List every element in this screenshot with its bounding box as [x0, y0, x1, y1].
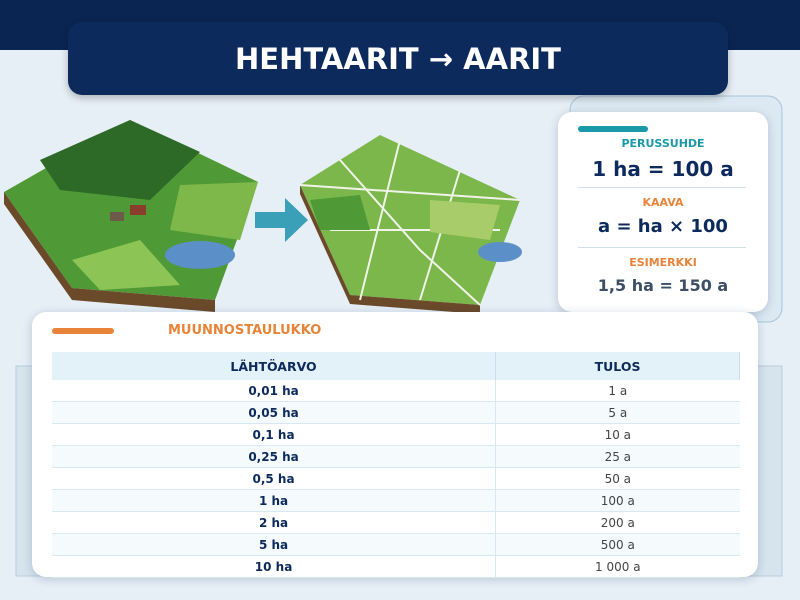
table-cell: 2 ha — [52, 511, 497, 534]
table-cell: 0,1 ha — [52, 423, 497, 446]
table-row: 0,05 ha 5 a — [52, 401, 740, 424]
table-cell: 5 ha — [52, 533, 497, 556]
info-label: KAAVA — [642, 196, 684, 209]
accent-bar — [52, 328, 114, 334]
conversion-table: LÄHTÖARVO TULOS 0,01 ha 1 a 0,05 ha 5 a 0,1 ha… — [52, 352, 740, 578]
table-cell: 5 a — [495, 401, 740, 424]
info-label: PERUSSUHDE — [621, 137, 705, 150]
table-title: MUUNNOSTAULUKKO — [168, 323, 322, 338]
table-cell: 0,05 ha — [52, 401, 497, 424]
title: HEHTAARIT → AARIT — [68, 22, 728, 95]
table-cell: 25 a — [495, 445, 740, 468]
table-card: MUUNNOSTAULUKKO LÄHTÖARVO TULOS 0,01 ha 1 a… — [32, 312, 758, 578]
table-cell: 10 a — [495, 423, 740, 446]
info-value: a = ha × 100 — [598, 216, 728, 237]
table-cell: 10 ha — [52, 555, 497, 578]
table-cell: 0,25 ha — [52, 445, 497, 468]
table-row: 0,01 ha 1 a — [52, 380, 740, 402]
table-row: 0,5 ha 50 a — [52, 467, 740, 490]
table-row: 2 ha 200 a — [52, 511, 740, 534]
table-cell: 200 a — [495, 511, 740, 534]
info-label: ESIMERKKI — [629, 256, 697, 269]
column-header: TULOS — [495, 352, 740, 380]
table-cell: 0,01 ha — [52, 380, 497, 402]
table-cell: 1 ha — [52, 489, 497, 512]
info-value: 1,5 ha = 150 a — [597, 276, 729, 295]
info-card: PERUSSUHDE 1 ha = 100 a KAAVA a = ha × 1… — [558, 112, 768, 312]
table-cell: 100 a — [495, 489, 740, 512]
table-row: 0,25 ha 25 a — [52, 445, 740, 468]
table-row: 10 ha 1 000 a — [52, 555, 740, 578]
info-value: 1 ha = 100 a — [592, 157, 734, 181]
table-cell: 1 a — [495, 380, 740, 402]
table-cell: 50 a — [495, 467, 740, 490]
table-cell: 0,5 ha — [52, 467, 497, 490]
column-header: LÄHTÖARVO — [52, 352, 497, 380]
table-row: 1 ha 100 a — [52, 489, 740, 512]
separator — [578, 247, 746, 248]
table-cell: 500 a — [495, 533, 740, 556]
table-row: 0,1 ha 10 a — [52, 423, 740, 446]
accent-bar — [578, 126, 648, 132]
separator — [578, 187, 746, 188]
table-row: 5 ha 500 a — [52, 533, 740, 556]
table-cell: 1 000 a — [495, 555, 740, 578]
